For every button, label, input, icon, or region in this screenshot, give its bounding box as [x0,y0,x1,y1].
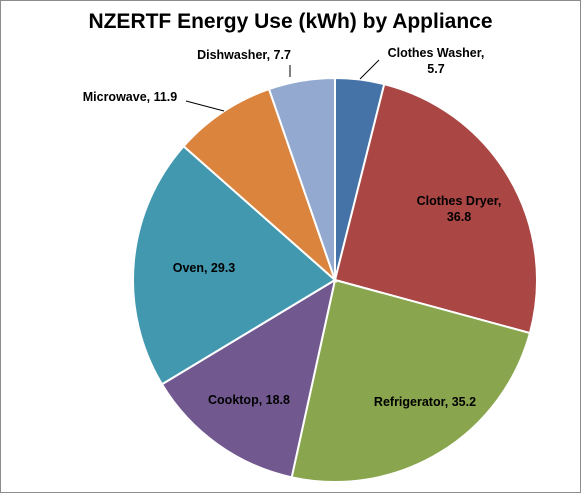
slice-label-microwave: Microwave, 11.9 [83,90,178,104]
leader-line-clothes-washer [360,60,379,79]
slice-label-oven: Oven, 29.3 [173,261,236,275]
pie-slices [133,78,537,482]
slice-label-clothes-washer: Clothes Washer, 5.7 [388,46,485,76]
leader-line-microwave [186,101,224,111]
slice-label-cooktop: Cooktop, 18.8 [208,393,290,407]
slice-label-dishwasher: Dishwasher, 7.7 [197,48,291,62]
slice-label-refrigerator: Refrigerator, 35.2 [374,395,476,409]
